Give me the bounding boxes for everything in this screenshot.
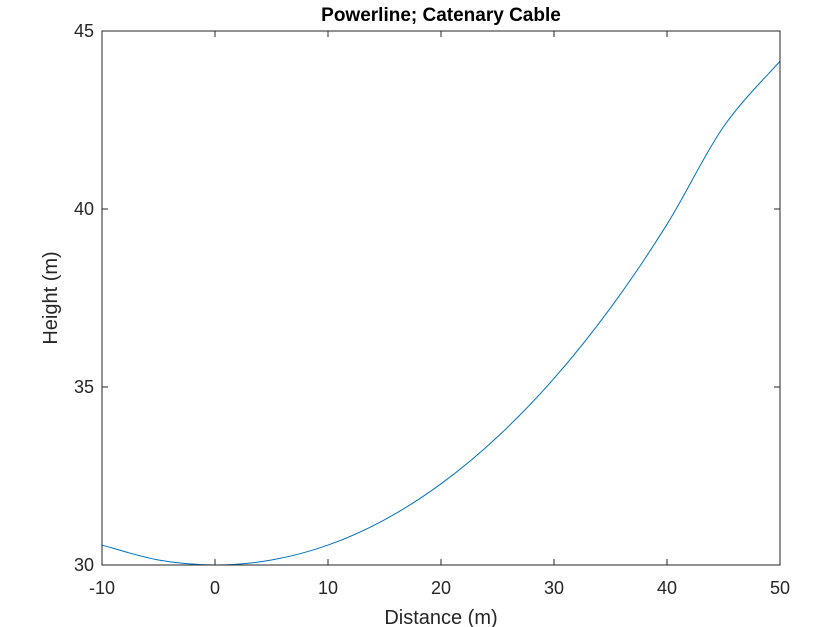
y-tick-label: 35 [74, 377, 94, 397]
x-tick-label: 50 [770, 578, 790, 598]
x-tick-label: 30 [544, 578, 564, 598]
x-tick-label: -10 [89, 578, 115, 598]
x-ticks: -10 0 10 20 30 40 50 [89, 31, 790, 598]
y-ticks: 30 35 40 45 [74, 21, 780, 575]
y-axis-label: Height (m) [40, 251, 62, 344]
x-tick-label: 20 [431, 578, 451, 598]
x-tick-label: 10 [318, 578, 338, 598]
x-tick-label: 0 [210, 578, 220, 598]
plot-area [102, 31, 780, 565]
y-tick-label: 30 [74, 555, 94, 575]
y-tick-label: 45 [74, 21, 94, 41]
x-axis-label: Distance (m) [384, 607, 497, 627]
chart-title: Powerline; Catenary Cable [321, 5, 561, 26]
x-tick-label: 40 [657, 578, 677, 598]
y-tick-label: 40 [74, 199, 94, 219]
